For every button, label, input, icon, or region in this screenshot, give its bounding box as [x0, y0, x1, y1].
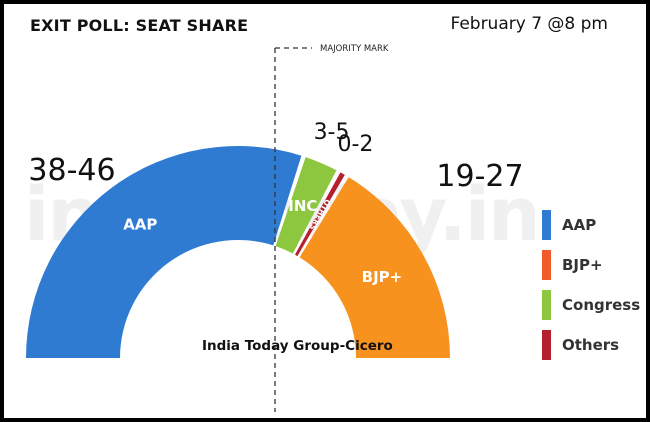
source-label: India Today Group-Cicero: [202, 338, 393, 354]
legend-label-bjp: BJP+: [562, 256, 603, 274]
segment-label-congress: INC: [288, 197, 317, 215]
legend-swatch-aap: [542, 210, 551, 240]
legend-label-others: Others: [562, 336, 620, 354]
segment-aap: [26, 146, 302, 358]
majority-mark-label: MAJORITY MARK: [320, 44, 389, 54]
segment-others: [295, 172, 345, 257]
legend-label-aap: AAP: [562, 216, 597, 234]
chart-title: EXIT POLL: SEAT SHARE: [30, 16, 249, 35]
segment-bjp: [299, 177, 450, 358]
date-label: February 7 @8 pm: [450, 14, 608, 34]
legend-swatch-bjp: [542, 250, 551, 280]
range-label-bjp: 19-27: [436, 159, 523, 194]
segment-label-aap: AAP: [123, 216, 157, 234]
chart-segments: [26, 146, 450, 358]
legend-swatch-others: [542, 330, 551, 360]
legend-label-congress: Congress: [562, 296, 641, 314]
segment-label-bjp: BJP+: [362, 268, 403, 286]
chart-frame: indiatoday.in EXIT POLL: SEAT SHARE Febr…: [4, 4, 646, 418]
segment-congress: [275, 157, 337, 254]
legend-swatch-congress: [542, 290, 551, 320]
range-label-aap: 38-46: [28, 153, 115, 188]
range-label-congress: 3-5: [314, 120, 350, 145]
range-label-others: 0-2: [337, 132, 373, 157]
